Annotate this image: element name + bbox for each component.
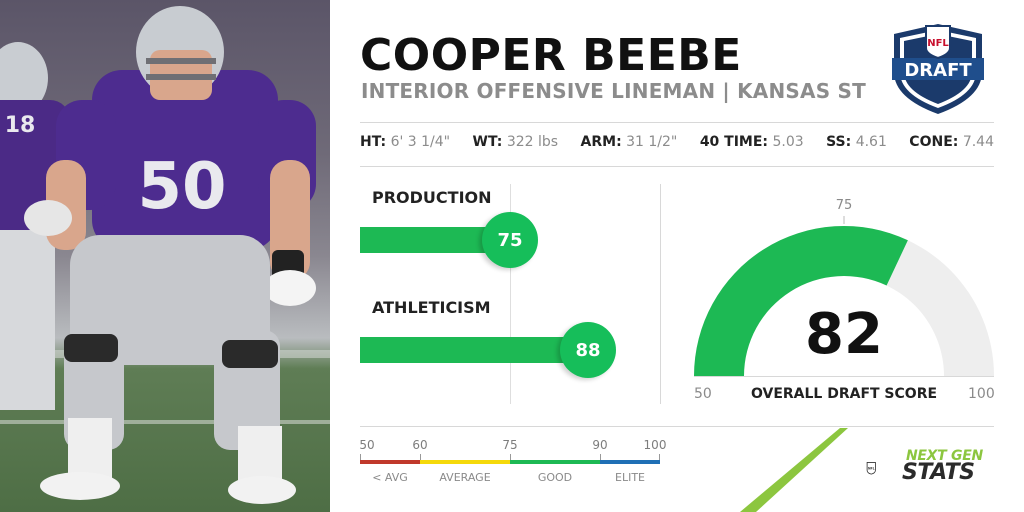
jersey-number: 50 [137, 150, 226, 224]
scale-label-elite: ELITE [615, 471, 645, 484]
gauge-max-label: 100 [968, 386, 995, 402]
athleticism-label: ATHLETICISM [372, 298, 491, 317]
nfl-shield-text: NFL [868, 467, 875, 471]
gauge-fill [694, 225, 908, 376]
scale-mark-100 [659, 454, 660, 460]
measurable-short-shuttle: SS: 4.61 [826, 134, 887, 150]
legend-divider [360, 426, 994, 427]
gauge-tick-label-75: 75 [835, 198, 853, 213]
scale-segment-below-avg [360, 460, 420, 464]
draft-logo-text: DRAFT [904, 60, 972, 81]
scale-mark-75 [510, 454, 511, 460]
next-gen-stats-logo-bottom: STATS [902, 460, 975, 485]
measurable-height: HT: 6' 3 1/4" [360, 134, 451, 150]
scale-tick-75: 75 [502, 438, 518, 452]
scale-label-good: GOOD [537, 471, 573, 484]
production-score-badge: 75 [482, 212, 538, 268]
athleticism-score-badge: 88 [560, 322, 616, 378]
athleticism-bar [360, 337, 588, 363]
scale-tick-60: 60 [412, 438, 428, 452]
measurables-divider [360, 166, 994, 167]
section-divider [660, 184, 661, 404]
measurable-cone: CONE: 7.44 [909, 134, 994, 150]
scale-tick-50: 50 [359, 438, 375, 452]
measurables-row: HT: 6' 3 1/4" WT: 322 lbs ARM: 31 1/2" 4… [360, 134, 994, 150]
overall-draft-score: 82 [805, 302, 883, 367]
scale-mark-60 [420, 454, 421, 460]
measurable-arm: ARM: 31 1/2" [580, 134, 678, 150]
player-photo: 50 18 [0, 0, 330, 512]
overall-score-gauge [694, 216, 994, 376]
gauge-base-line [694, 376, 994, 377]
scale-segment-average [420, 460, 510, 464]
draft-logo-shield-text: NFL [927, 38, 949, 49]
scale-segment-elite [600, 460, 660, 464]
player-name: COOPER BEEBE [360, 30, 742, 81]
score-75-reference-line [510, 184, 511, 404]
gauge-min-label: 50 [694, 386, 712, 402]
measurable-40-time: 40 TIME: 5.03 [699, 134, 804, 150]
nfl-shield-icon: NFL [866, 462, 876, 475]
scale-label-below-avg: < AVG [372, 471, 408, 484]
next-gen-stats-logo-top: NEXT GEN [906, 448, 983, 464]
production-label: PRODUCTION [372, 188, 492, 207]
scale-segment-good [510, 460, 600, 464]
nfl-draft-logo: DRAFT NFL [892, 24, 984, 114]
accent-slash [740, 428, 848, 512]
scale-mark-50 [360, 454, 361, 460]
measurable-weight: WT: 322 lbs [472, 134, 559, 150]
scale-mark-90 [600, 454, 601, 460]
gauge-caption: OVERALL DRAFT SCORE [750, 386, 938, 402]
teammate-jersey-number: 18 [5, 113, 36, 138]
scale-tick-100: 100 [643, 438, 667, 452]
header-divider [360, 122, 994, 123]
scale-label-average: AVERAGE [439, 471, 491, 484]
scale-tick-90: 90 [592, 438, 608, 452]
position-school: INTERIOR OFFENSIVE LINEMAN | KANSAS ST [361, 79, 866, 103]
